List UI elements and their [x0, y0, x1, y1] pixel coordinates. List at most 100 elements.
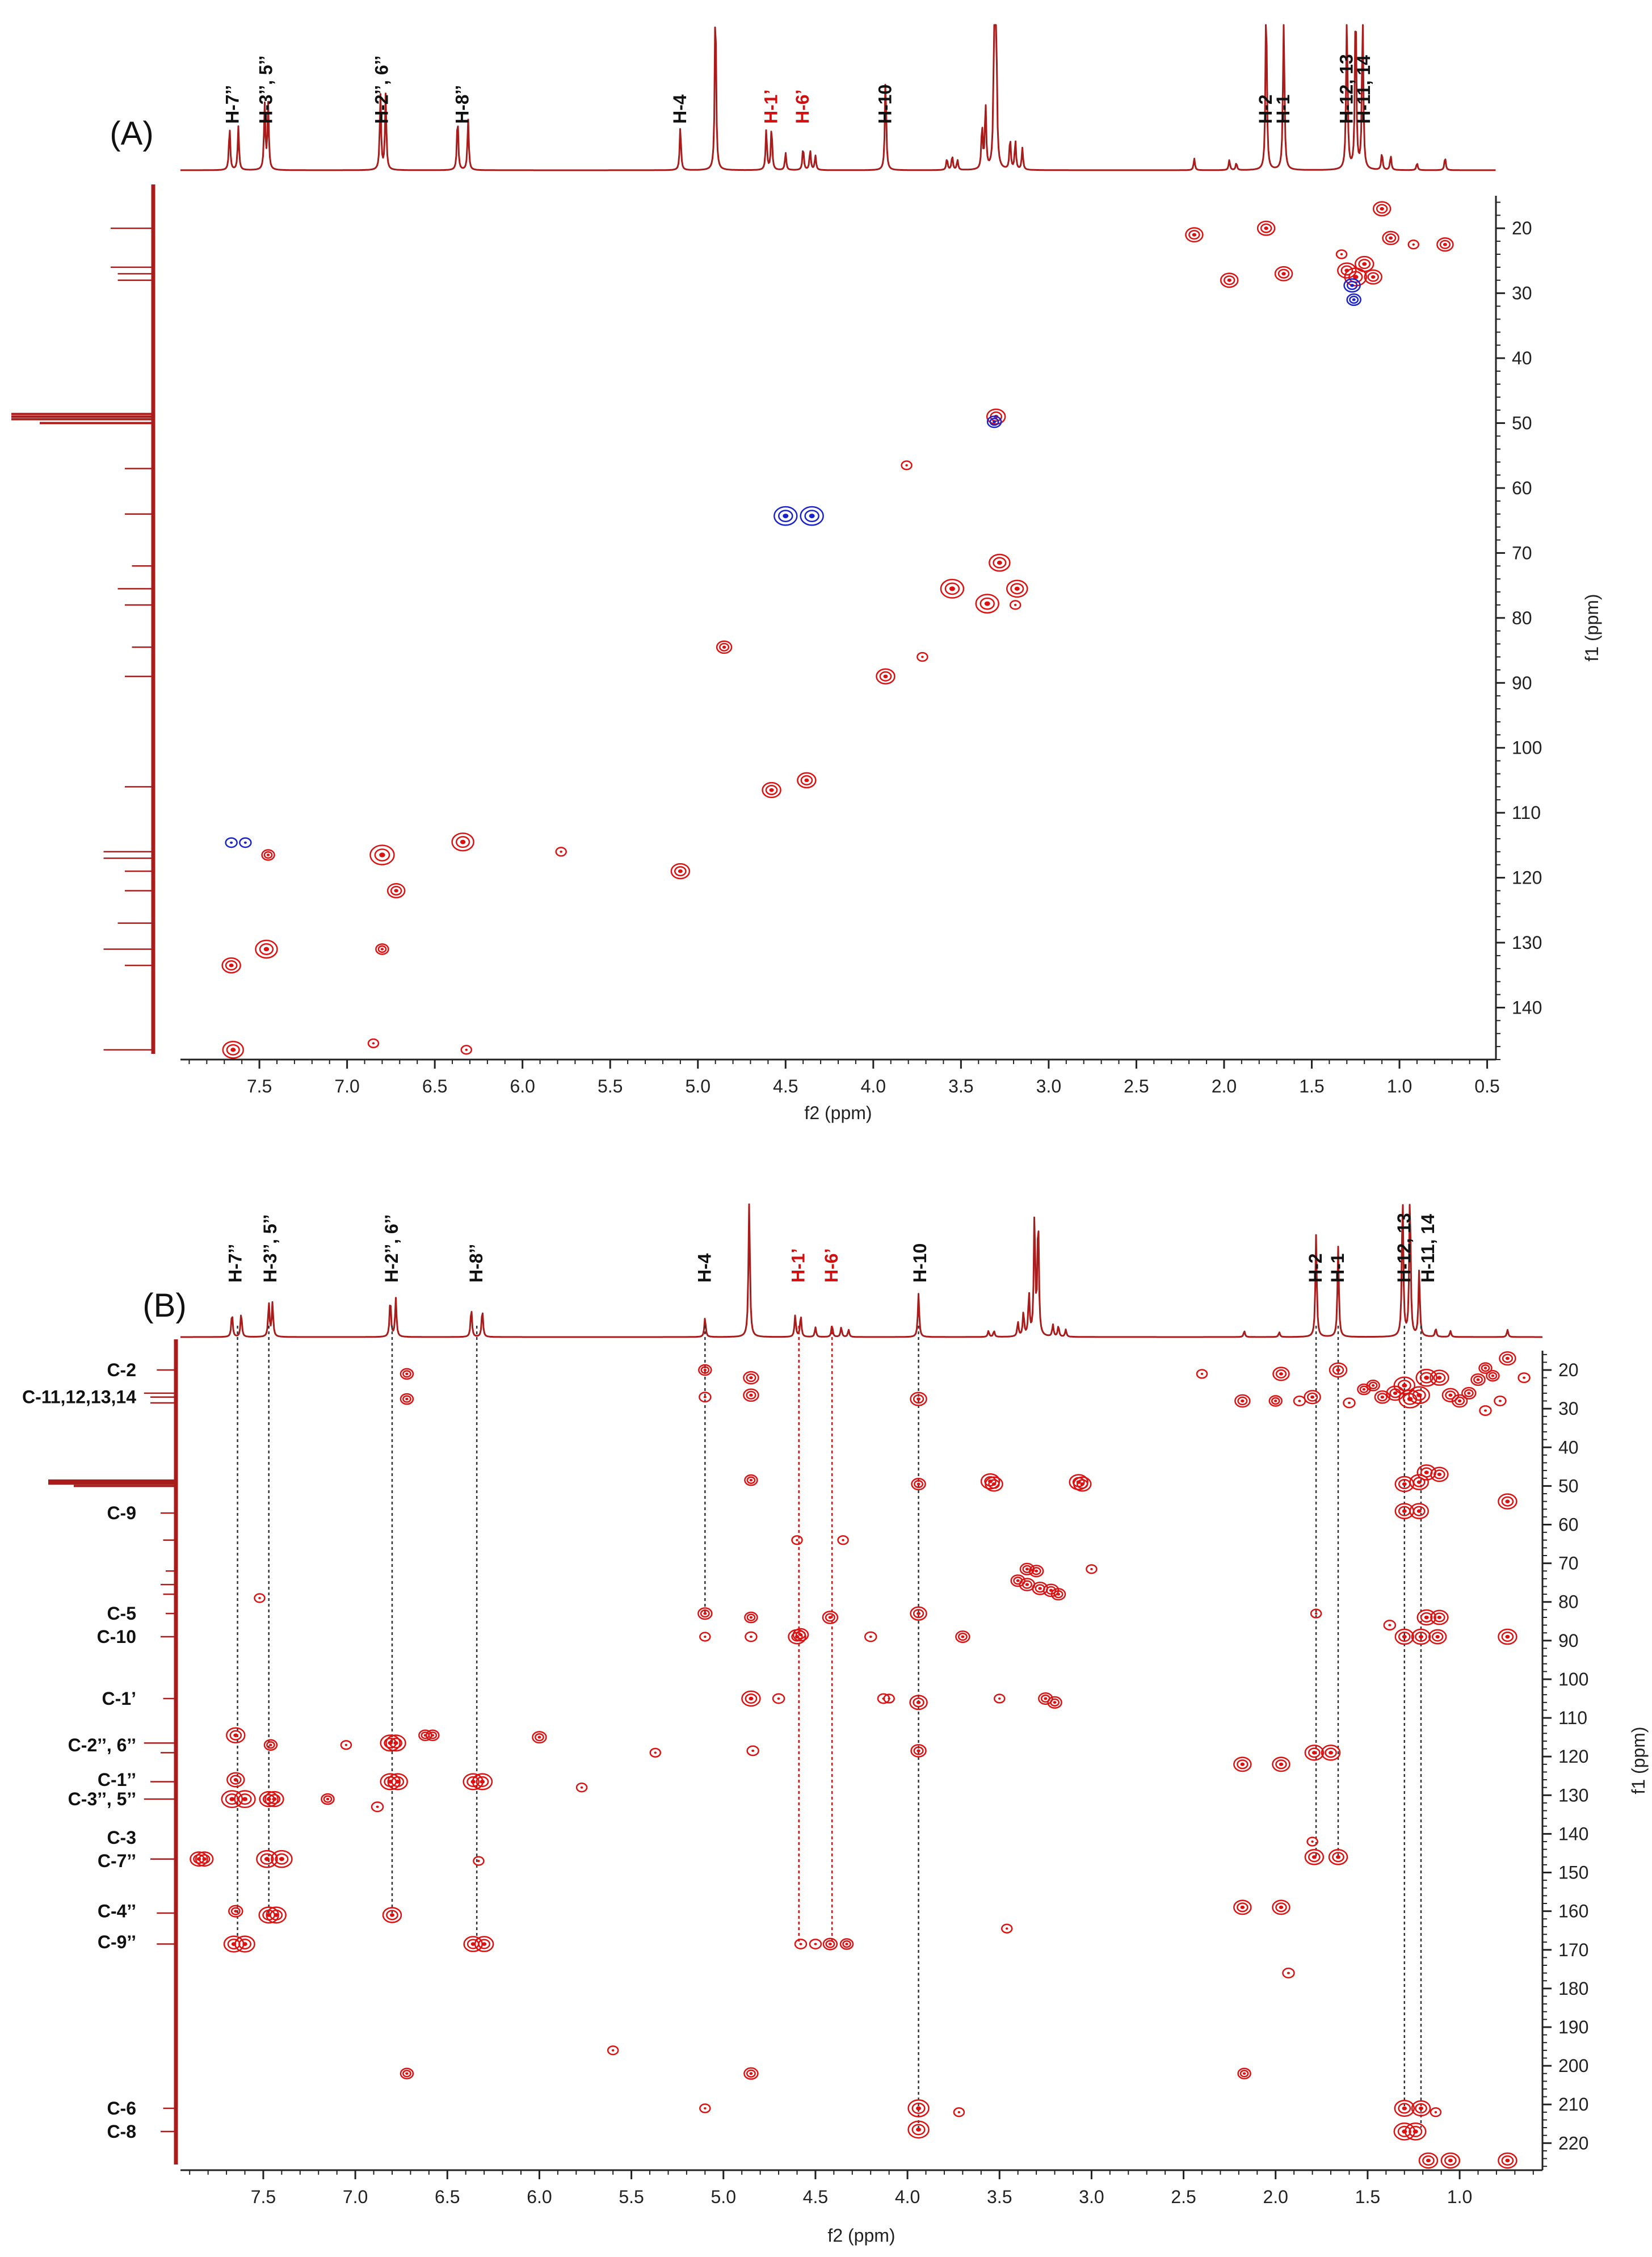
contour-outer: [1010, 1574, 1025, 1587]
y-axis-title: f1 (ppm): [1628, 1726, 1649, 1794]
proton-label: H-4: [694, 1253, 714, 1283]
contour-mid: [1385, 233, 1397, 243]
contour-mid: [1376, 204, 1388, 214]
contour-mid: [1420, 1467, 1433, 1478]
x-tick-label: 1.5: [1355, 2187, 1380, 2207]
contour-outer: [1383, 1620, 1397, 1631]
contour-core: [703, 1396, 707, 1398]
contour-outer: [1304, 1390, 1321, 1405]
proton-label: H-10: [875, 85, 895, 124]
proton-spectrum-trace: [180, 1203, 1542, 1338]
contour-core: [1281, 272, 1286, 276]
cross-peak: [1344, 267, 1367, 287]
cross-peak: [226, 1727, 246, 1743]
cross-peak: [1354, 255, 1374, 272]
contour-core: [1311, 1855, 1317, 1859]
contour-core: [796, 1539, 798, 1541]
contour-outer: [743, 2067, 759, 2080]
contour-mid: [1409, 2125, 1423, 2137]
cross-peak: [792, 1628, 809, 1642]
contour-core: [477, 1860, 480, 1863]
contour-core: [1402, 1383, 1407, 1388]
contour-core: [1412, 243, 1415, 246]
proton-label: H-12, 13: [1336, 54, 1356, 124]
contour-mid: [389, 1737, 402, 1749]
panel-label: (A): [110, 115, 153, 152]
contour-outer: [532, 1731, 547, 1744]
contour-core: [993, 420, 997, 423]
carbon-label: C-6: [107, 2098, 136, 2119]
contour-outer: [1047, 1696, 1062, 1709]
y-tick-label: 20: [1558, 1360, 1579, 1380]
contour-mid: [266, 1741, 275, 1749]
contour-core: [389, 1913, 394, 1917]
contour-mid: [1308, 1852, 1321, 1863]
cross-peak: [697, 1607, 713, 1620]
contour-mid: [1275, 1759, 1287, 1770]
contour-outer: [1404, 2122, 1427, 2141]
contour-mid: [1501, 1631, 1514, 1642]
contour-core: [921, 655, 924, 658]
contour-core: [242, 1942, 247, 1946]
y-tick-label: 50: [1512, 413, 1532, 434]
negative-cross-peak: [225, 837, 238, 848]
contour-core: [1402, 1634, 1407, 1639]
contour-mid: [402, 1370, 411, 1378]
contour-outer: [555, 847, 567, 857]
contour-core: [1227, 278, 1231, 282]
contour-outer: [221, 1790, 243, 1808]
cross-peak: [649, 1747, 662, 1758]
cross-peak: [743, 1388, 759, 1402]
contour-outer: [837, 1535, 849, 1545]
cross-peak: [1364, 269, 1382, 285]
y-tick-label: 80: [1558, 1592, 1579, 1612]
contour-core: [279, 1857, 284, 1861]
cross-peak: [907, 2120, 930, 2139]
contour-outer: [797, 772, 817, 789]
cross-peak: [1372, 201, 1392, 217]
cross-peak: [387, 1773, 408, 1791]
contour-core: [917, 1612, 921, 1616]
contour-mid: [984, 1476, 997, 1487]
contour-core: [1523, 1376, 1526, 1379]
x-tick-label: 7.0: [334, 1076, 359, 1096]
contour-outer: [1268, 1395, 1283, 1407]
cross-peak: [221, 957, 241, 974]
contour-core: [611, 2049, 615, 2052]
contour-outer: [1321, 1745, 1341, 1761]
cross-peak: [1382, 230, 1399, 246]
cross-peak: [1498, 2152, 1518, 2169]
contour-core: [1025, 1567, 1029, 1571]
contour-outer: [910, 1744, 927, 1758]
cross-peak: [426, 1729, 440, 1741]
cross-peak: [1440, 2152, 1461, 2169]
contour-core: [814, 1943, 817, 1945]
contour-mid: [989, 418, 999, 426]
cross-peak: [400, 2067, 414, 2079]
contour-outer: [917, 652, 928, 662]
y-tick-label: 160: [1558, 1901, 1588, 1922]
contour-core: [379, 852, 385, 858]
y-axis-title: f1 (ppm): [1582, 594, 1602, 661]
contour-outer: [985, 1476, 1003, 1492]
cross-peak: [1518, 1372, 1531, 1384]
contour-mid: [1455, 1396, 1465, 1406]
contour-mid: [913, 1697, 924, 1708]
contour-outer: [266, 1906, 287, 1924]
contour-core: [799, 1943, 802, 1945]
contour-outer: [226, 1727, 246, 1743]
cross-peak: [741, 1690, 761, 1707]
cross-peak: [1411, 1628, 1431, 1645]
contour-mid: [1501, 2155, 1514, 2166]
y-tick-label: 140: [1558, 1823, 1588, 1844]
contour-mid: [402, 1395, 411, 1403]
contour-outer: [746, 1745, 759, 1756]
y-tick-label: 130: [1512, 932, 1542, 953]
contour-core: [1402, 2129, 1407, 2134]
contour-mid: [1398, 2103, 1411, 2114]
contour-core: [722, 645, 726, 649]
contour-mid: [534, 1733, 544, 1742]
cross-peak: [1408, 1386, 1430, 1405]
